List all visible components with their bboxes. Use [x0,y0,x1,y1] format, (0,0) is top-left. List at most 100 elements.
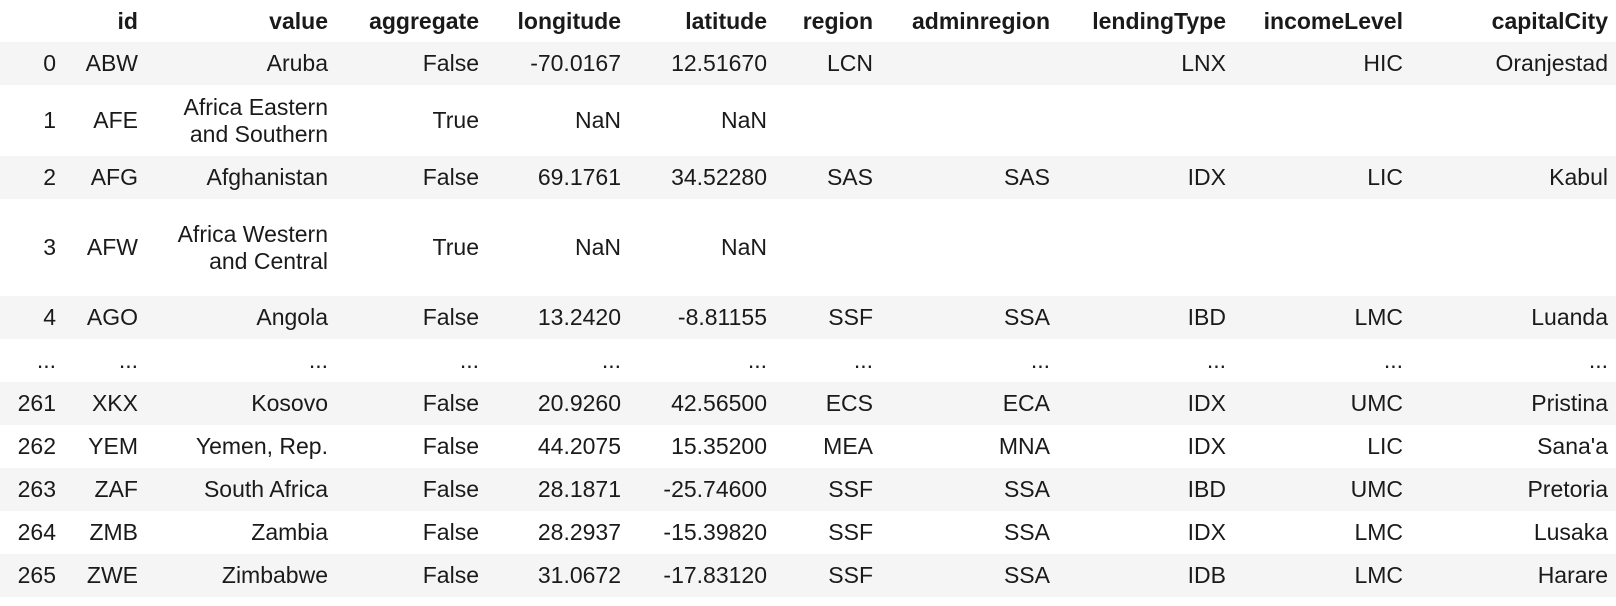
cell-aggregate: False [422,164,479,190]
cell-id: ZWE [86,562,138,588]
cell-adminregion: SSA [1003,519,1050,545]
cell-region: LCN [826,50,873,76]
row-index: 1 [43,107,56,133]
table-row: 263 ZAF South Africa False 28.1871 -25.74600 S… [0,468,1616,511]
cell-incomelevel: UMC [1350,390,1403,416]
cell-lendingtype: IBD [1187,476,1226,502]
cell-incomelevel [1234,199,1411,296]
cell-incomelevel [1234,85,1411,156]
cell-incomelevel: LIC [1367,164,1403,190]
cell-longitude: -70.0167 [530,50,621,76]
cell-lendingtype [1058,85,1234,156]
cell-capitalcity: Pristina [1531,390,1608,416]
cell-capitalcity [1411,85,1616,156]
table-row: 265 ZWE Zimbabwe False 31.0672 -17.83120 SSF SS… [0,554,1616,597]
row-index: 261 [17,390,56,416]
cell-aggregate: False [422,476,479,502]
cell-aggregate: True [432,107,479,133]
cell-capitalcity: ... [1588,347,1608,373]
column-header-aggregate: aggregate [336,0,487,42]
cell-value: Angola [256,304,328,330]
cell-adminregion: SSA [1003,476,1050,502]
cell-id: XKX [91,390,138,416]
cell-lendingtype [1058,199,1234,296]
cell-id: AFG [90,164,138,190]
cell-latitude: -8.81155 [677,304,767,330]
cell-id: AGO [86,304,138,330]
row-index: 262 [17,433,56,459]
cell-longitude: NaN [574,107,621,133]
cell-aggregate: False [422,433,479,459]
cell-value: Aruba [266,50,328,76]
cell-adminregion [881,85,1058,156]
cell-capitalcity [1411,199,1616,296]
cell-region [775,85,881,156]
cell-incomelevel: LMC [1354,562,1403,588]
cell-longitude: 28.1871 [537,476,621,502]
cell-id: AFE [93,107,138,133]
cell-lendingtype: IDB [1187,562,1226,588]
cell-capitalcity: Lusaka [1533,519,1608,545]
cell-adminregion: ... [1030,347,1050,373]
cell-lendingtype: IDX [1187,519,1226,545]
cell-longitude: 20.9260 [537,390,621,416]
table-row: 0 ABW Aruba False -70.0167 12.51670 LCN LNX HIC O… [0,42,1616,85]
row-index: 265 [17,562,56,588]
column-header-lendingtype: lendingType [1058,0,1234,42]
cell-region [775,199,881,296]
cell-region: MEA [823,433,873,459]
cell-adminregion: MNA [998,433,1050,459]
cell-id: ZMB [89,519,138,545]
row-index: 264 [17,519,56,545]
cell-adminregion: SSA [1003,562,1050,588]
cell-aggregate: False [422,50,479,76]
column-header-value: value [146,0,336,42]
column-header-latitude: latitude [629,0,775,42]
cell-lendingtype: IDX [1187,164,1226,190]
table-row: 264 ZMB Zambia False 28.2937 -15.39820 SSF SSA I… [0,511,1616,554]
cell-id: ABW [85,50,138,76]
row-index: ... [36,347,56,373]
cell-incomelevel: LIC [1367,433,1403,459]
cell-latitude: NaN [720,107,767,133]
cell-lendingtype: IBD [1187,304,1226,330]
cell-incomelevel: HIC [1363,50,1403,76]
cell-lendingtype: IDX [1187,433,1226,459]
row-index: 3 [43,234,56,260]
cell-capitalcity: Pretoria [1527,476,1608,502]
cell-region: SSF [828,476,873,502]
cell-lendingtype: IDX [1187,390,1226,416]
cell-incomelevel: ... [1383,347,1403,373]
cell-value: Afghanistan [206,164,328,190]
cell-value: ... [308,347,328,373]
column-header-adminregion: adminregion [881,0,1058,42]
table-row: 3 AFW Africa Western and Central True NaN NaN [0,199,1616,296]
cell-adminregion: SAS [1003,164,1050,190]
cell-aggregate: False [422,304,479,330]
cell-capitalcity: Sana'a [1537,433,1608,459]
cell-aggregate: ... [459,347,479,373]
cell-capitalcity: Harare [1537,562,1608,588]
row-index: 2 [43,164,56,190]
cell-longitude: NaN [574,234,621,260]
cell-lendingtype: LNX [1181,50,1226,76]
cell-latitude: -15.39820 [663,519,767,545]
table-row: 2 AFG Afghanistan False 69.1761 34.52280 SAS SA… [0,156,1616,199]
column-header-longitude: longitude [487,0,629,42]
cell-latitude: -17.83120 [663,562,767,588]
table-body: 0 ABW Aruba False -70.0167 12.51670 LCN LNX HIC O… [0,42,1616,597]
cell-longitude: 44.2075 [537,433,621,459]
cell-region: SSF [828,304,873,330]
table-row: 1 AFE Africa Eastern and Southern True NaN Na… [0,85,1616,156]
row-index: 0 [43,50,56,76]
cell-longitude: 31.0672 [537,562,621,588]
cell-aggregate: False [422,562,479,588]
column-header-index [0,0,64,42]
cell-aggregate: False [422,390,479,416]
cell-latitude: NaN [720,234,767,260]
table-row: 262 YEM Yemen, Rep. False 44.2075 15.35200 MEA… [0,425,1616,468]
cell-longitude: ... [601,347,621,373]
cell-value: Zambia [251,519,328,545]
column-header-capitalcity: capitalCity [1411,0,1616,42]
cell-value: Yemen, Rep. [195,433,328,459]
